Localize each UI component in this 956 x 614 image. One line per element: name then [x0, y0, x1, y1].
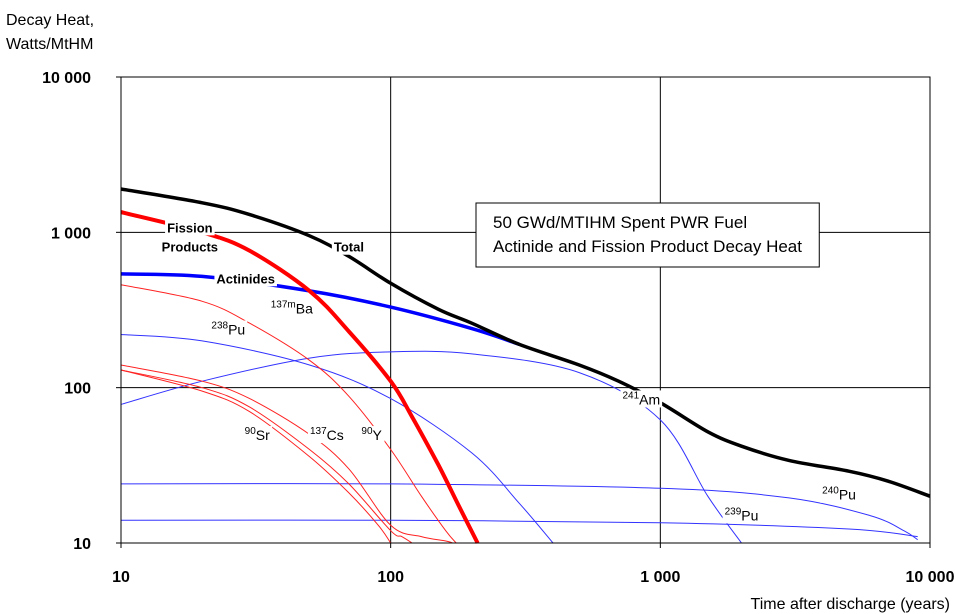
svg-text:Total: Total [334, 240, 364, 255]
annotation-line2: Actinide and Fission Product Decay Heat [493, 237, 802, 256]
series-label: 240Pu [820, 485, 858, 503]
series-label: 241Am [620, 390, 663, 408]
plot-frame [120, 76, 931, 544]
svg-text:Actinides: Actinides [216, 271, 275, 286]
series-line-total [120, 187, 931, 498]
series-line-am241 [120, 350, 742, 544]
svg-text:239Pu: 239Pu [725, 506, 759, 523]
y-tick-label: 10 000 [42, 70, 91, 87]
svg-text:137mBa: 137mBa [271, 300, 313, 317]
x-tick-label: 1 000 [640, 569, 680, 586]
annotation-line1: 50 GWd/MTIHM Spent PWR Fuel [493, 213, 747, 232]
series-line-y90 [120, 369, 413, 544]
svg-text:238Pu: 238Pu [211, 320, 245, 337]
series-label: Products [159, 239, 221, 255]
series-label: 90Y [359, 426, 385, 444]
series-line-pu238 [120, 334, 554, 544]
tick-labels: 10 100 1 000 10 000 10 100 1 000 10 000 [42, 70, 955, 586]
series-label: 137mBa [268, 299, 316, 317]
series-label: 137Cs [307, 426, 346, 444]
series-labels: Fission Products Total Actinides 137mBa 238Pu… [159, 220, 858, 524]
series-label: 90Sr [242, 426, 273, 444]
svg-text:Fission: Fission [167, 220, 213, 235]
svg-text:Products: Products [162, 240, 218, 255]
annotation-box: 50 GWd/MTIHM Spent PWR Fuel Actinide and… [475, 202, 820, 268]
svg-text:137Cs: 137Cs [310, 426, 344, 443]
y-axis-label-line1: Decay Heat, [6, 12, 95, 29]
series-line-cs137 [120, 364, 453, 544]
x-tick-label: 100 [377, 569, 404, 586]
svg-text:90Sr: 90Sr [245, 426, 270, 443]
x-axis-label: Time after discharge (years) [750, 596, 950, 613]
grid-lines [116, 76, 931, 548]
svg-text:241Am: 241Am [622, 390, 660, 407]
y-tick-label: 1 000 [51, 225, 91, 242]
y-axis-label-line2: Watts/MtHM [6, 36, 94, 53]
svg-text:240Pu: 240Pu [822, 486, 856, 503]
series-line-pu240 [120, 483, 918, 541]
series-label: Total [331, 239, 366, 255]
series-line-ba137m [120, 284, 457, 544]
y-tick-label: 100 [64, 381, 91, 398]
series-line-fp [120, 210, 480, 544]
y-tick-label: 10 [73, 536, 91, 553]
series-lines [120, 187, 931, 544]
series-line-act [120, 272, 520, 347]
y-axis-label: Decay Heat, Watts/MtHM [6, 9, 94, 57]
svg-text:90Y: 90Y [361, 426, 382, 443]
x-tick-label: 10 000 [906, 569, 955, 586]
x-tick-label: 10 [112, 569, 130, 586]
series-label: Actinides [214, 271, 277, 287]
series-line-sr90 [120, 369, 392, 544]
series-label: 239Pu [722, 506, 761, 524]
series-line-pu239 [120, 519, 918, 538]
series-label: 238Pu [209, 320, 248, 338]
series-label: Fission [165, 220, 215, 236]
